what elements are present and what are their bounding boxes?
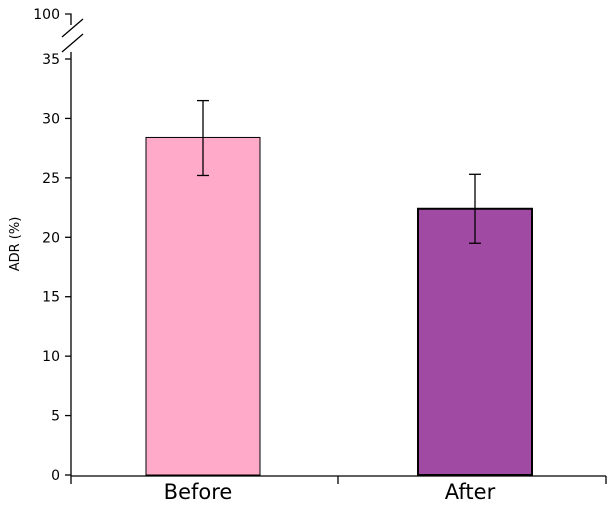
y-tick-label-100: 100 [33, 7, 60, 23]
y-tick-label: 0 [51, 468, 60, 484]
y-tick-label: 5 [51, 409, 60, 425]
y-axis-top-segment [65, 13, 72, 25]
axis-break-mark [61, 18, 84, 38]
x-tick-label-before: Before [164, 480, 233, 504]
y-tick-label: 20 [42, 230, 60, 246]
bar-before [145, 136, 261, 476]
y-tick-label: 35 [42, 52, 60, 68]
y-axis-label: ADR (%) [8, 217, 23, 272]
axis-break-mark [61, 33, 84, 53]
y-tick-label: 25 [42, 171, 60, 187]
y-tick-label: 30 [42, 111, 60, 127]
y-tick-label: 15 [42, 290, 60, 306]
y-tick-label: 10 [42, 349, 60, 365]
bar-after [417, 207, 533, 476]
x-tick-label-after: After [445, 480, 496, 504]
